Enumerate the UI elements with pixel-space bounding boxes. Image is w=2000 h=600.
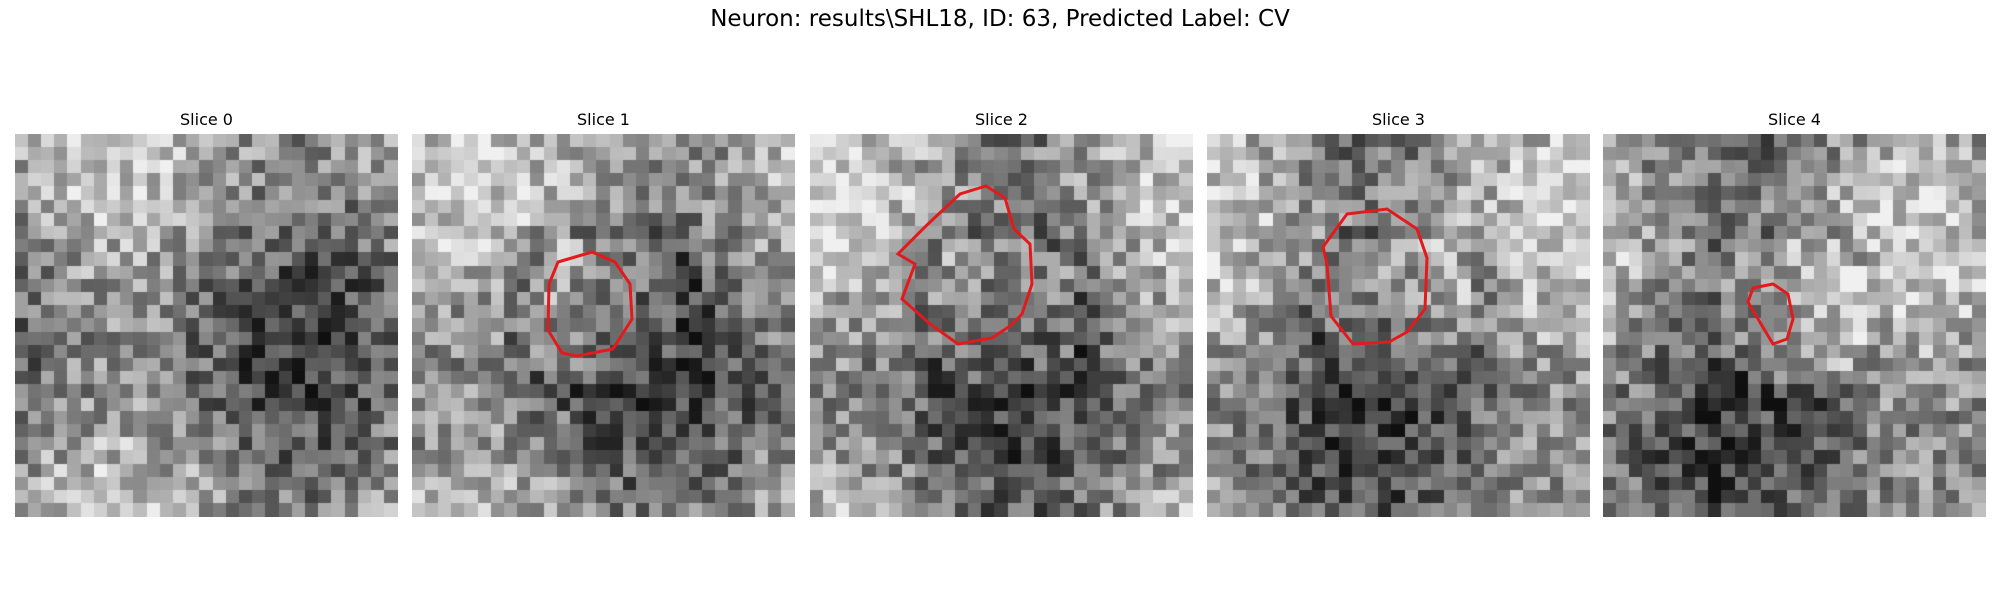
neuron-outline (1321, 207, 1429, 346)
slice-image (1603, 134, 1986, 517)
slice-image (15, 134, 398, 517)
slice-image (810, 134, 1193, 517)
neuron-outline (895, 184, 1034, 346)
slice-panel-2: Slice 2 (810, 108, 1193, 517)
neuron-outline-overlay (1321, 207, 1429, 346)
figure-title: Neuron: results\SHL18, ID: 63, Predicted… (710, 6, 1290, 32)
slice-title: Slice 0 (180, 110, 233, 129)
neuron-outline-overlay (1746, 282, 1795, 346)
slice-title: Slice 1 (577, 110, 630, 129)
slice-image (412, 134, 795, 517)
slice-panel-0: Slice 0 (15, 108, 398, 517)
slice-panel-1: Slice 1 (412, 108, 795, 517)
slice-panel-4: Slice 4 (1603, 108, 1986, 517)
slice-title: Slice 3 (1372, 110, 1425, 129)
slice-title: Slice 2 (975, 110, 1028, 129)
neuron-outline-overlay (546, 250, 634, 358)
neuron-outline (546, 250, 634, 358)
slice-panel-3: Slice 3 (1207, 108, 1590, 517)
slice-title: Slice 4 (1768, 110, 1821, 129)
slice-image (1207, 134, 1590, 517)
neuron-outline-overlay (895, 184, 1034, 346)
neuron-outline (1746, 282, 1795, 346)
